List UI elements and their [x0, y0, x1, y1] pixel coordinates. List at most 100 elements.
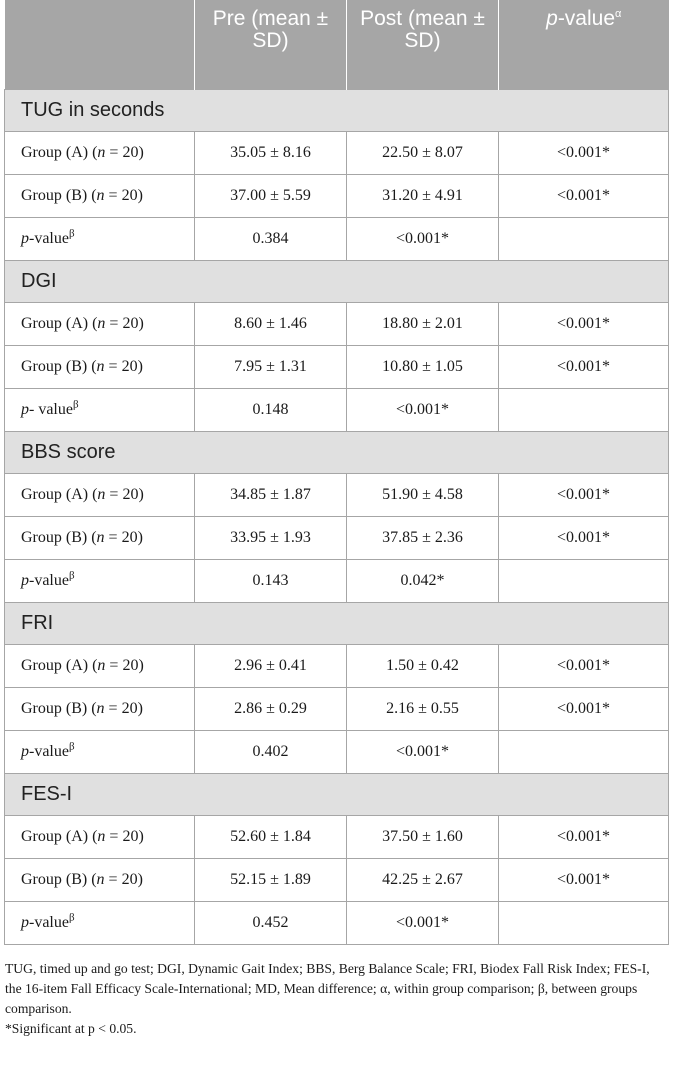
- table-header-row: Pre (mean ± SD) Post (mean ± SD) p-value…: [4, 0, 669, 89]
- empty-cell: [498, 558, 669, 603]
- footnote-abbreviations: TUG, timed up and go test; DGI, Dynamic …: [5, 960, 650, 1016]
- section-title: TUG in seconds: [4, 88, 669, 132]
- table-row: Group (B) (n = 20) 7.95 ± 1.31 10.80 ± 1.0…: [4, 344, 669, 389]
- p-value-label-rest: -value: [29, 229, 69, 247]
- pre-value: 2.86 ± 0.29: [194, 686, 347, 731]
- p-value-label-sup: β: [68, 740, 75, 753]
- within-p-value: <0.001*: [498, 686, 669, 731]
- group-label: Group (B) (n = 20): [4, 686, 195, 731]
- within-p-value: <0.001*: [498, 130, 669, 175]
- group-label-text: Group (B) (: [21, 870, 97, 888]
- section-header-row: DGI: [4, 259, 669, 303]
- between-p-row: p-valueβ 0.402 <0.001*: [4, 729, 669, 774]
- header-p-value: p-valueα: [498, 0, 669, 89]
- header-p-sup: α: [615, 8, 622, 20]
- p-value-label-italic: p: [21, 571, 29, 589]
- section-title: FRI: [4, 601, 669, 645]
- group-label-n: n: [96, 186, 105, 204]
- p-value-label-sup: β: [68, 911, 75, 924]
- section-title: DGI: [4, 259, 669, 303]
- between-p-pre: 0.148: [194, 387, 347, 432]
- group-label-n: n: [97, 656, 106, 674]
- within-p-value: <0.001*: [498, 344, 669, 389]
- header-post: Post (mean ± SD): [346, 0, 499, 89]
- group-label: Group (A) (n = 20): [4, 643, 195, 688]
- empty-cell: [498, 216, 669, 261]
- pre-value: 34.85 ± 1.87: [194, 472, 347, 517]
- post-value: 22.50 ± 8.07: [346, 130, 499, 175]
- between-p-post: <0.001*: [346, 216, 499, 261]
- p-value-label-sup: β: [68, 227, 75, 240]
- between-p-row: p-valueβ 0.143 0.042*: [4, 558, 669, 603]
- within-p-value: <0.001*: [498, 301, 669, 346]
- within-p-value: <0.001*: [498, 173, 669, 218]
- p-value-label-rest: -value: [29, 742, 69, 760]
- header-p-rest: -value: [557, 7, 616, 30]
- p-value-label-rest: - value: [29, 400, 73, 418]
- table-row: Group (A) (n = 20) 35.05 ± 8.16 22.50 ± 8.…: [4, 130, 669, 175]
- group-label-text-end: = 20): [105, 656, 144, 674]
- results-table: Pre (mean ± SD) Post (mean ± SD) p-value…: [4, 0, 669, 945]
- empty-cell: [498, 729, 669, 774]
- group-label-n: n: [96, 357, 105, 375]
- table-row: Group (A) (n = 20) 2.96 ± 0.41 1.50 ± 0.42…: [4, 643, 669, 688]
- post-value: 1.50 ± 0.42: [346, 643, 499, 688]
- table-row: Group (A) (n = 20) 34.85 ± 1.87 51.90 ± 4.…: [4, 472, 669, 517]
- p-value-label: p-valueβ: [4, 729, 195, 774]
- pre-value: 8.60 ± 1.46: [194, 301, 347, 346]
- group-label: Group (A) (n = 20): [4, 301, 195, 346]
- within-p-value: <0.001*: [498, 814, 669, 859]
- p-value-label: p- valueβ: [4, 387, 195, 432]
- group-label-text: Group (A) (: [21, 314, 98, 332]
- post-value: 10.80 ± 1.05: [346, 344, 499, 389]
- group-label: Group (B) (n = 20): [4, 344, 195, 389]
- within-p-value: <0.001*: [498, 857, 669, 902]
- p-value-label-rest: -value: [29, 571, 69, 589]
- pre-value: 37.00 ± 5.59: [194, 173, 347, 218]
- group-label-n: n: [97, 485, 106, 503]
- pre-value: 52.15 ± 1.89: [194, 857, 347, 902]
- group-label: Group (A) (n = 20): [4, 814, 195, 859]
- group-label-n: n: [97, 143, 106, 161]
- table-row: Group (B) (n = 20) 52.15 ± 1.89 42.25 ± 2.…: [4, 857, 669, 902]
- group-label: Group (B) (n = 20): [4, 515, 195, 560]
- post-value: 37.85 ± 2.36: [346, 515, 499, 560]
- group-label: Group (B) (n = 20): [4, 857, 195, 902]
- table-footnote: TUG, timed up and go test; DGI, Dynamic …: [4, 959, 669, 1039]
- group-label-text-end: = 20): [105, 827, 144, 845]
- post-value: 37.50 ± 1.60: [346, 814, 499, 859]
- post-value: 31.20 ± 4.91: [346, 173, 499, 218]
- header-pre: Pre (mean ± SD): [194, 0, 347, 89]
- p-value-label-italic: p: [21, 229, 29, 247]
- p-value-label-sup: β: [72, 398, 79, 411]
- p-value-label-rest: -value: [29, 913, 69, 931]
- group-label-text: Group (A) (: [21, 143, 98, 161]
- section-title: BBS score: [4, 430, 669, 474]
- between-p-post: <0.001*: [346, 900, 499, 945]
- post-value: 42.25 ± 2.67: [346, 857, 499, 902]
- between-p-post: <0.001*: [346, 387, 499, 432]
- empty-cell: [498, 387, 669, 432]
- p-value-label: p-valueβ: [4, 900, 195, 945]
- between-p-row: p-valueβ 0.452 <0.001*: [4, 900, 669, 945]
- group-label-text-end: = 20): [105, 485, 144, 503]
- section-title: FES-I: [4, 772, 669, 816]
- group-label-text-end: = 20): [104, 186, 143, 204]
- group-label-text-end: = 20): [104, 699, 143, 717]
- section-header-row: FES-I: [4, 772, 669, 816]
- footnote-significance: *Significant at p < 0.05.: [5, 1020, 137, 1036]
- p-value-label-sup: β: [68, 569, 75, 582]
- between-p-pre: 0.384: [194, 216, 347, 261]
- group-label-text: Group (A) (: [21, 827, 98, 845]
- between-p-row: p-valueβ 0.384 <0.001*: [4, 216, 669, 261]
- group-label: Group (B) (n = 20): [4, 173, 195, 218]
- pre-value: 33.95 ± 1.93: [194, 515, 347, 560]
- table-row: Group (A) (n = 20) 8.60 ± 1.46 18.80 ± 2.0…: [4, 301, 669, 346]
- between-p-post: 0.042*: [346, 558, 499, 603]
- results-table-container: Pre (mean ± SD) Post (mean ± SD) p-value…: [4, 0, 669, 1039]
- group-label-n: n: [96, 528, 105, 546]
- p-value-label-italic: p: [21, 400, 29, 418]
- group-label-text-end: = 20): [105, 143, 144, 161]
- group-label-text: Group (B) (: [21, 528, 97, 546]
- group-label-text-end: = 20): [104, 357, 143, 375]
